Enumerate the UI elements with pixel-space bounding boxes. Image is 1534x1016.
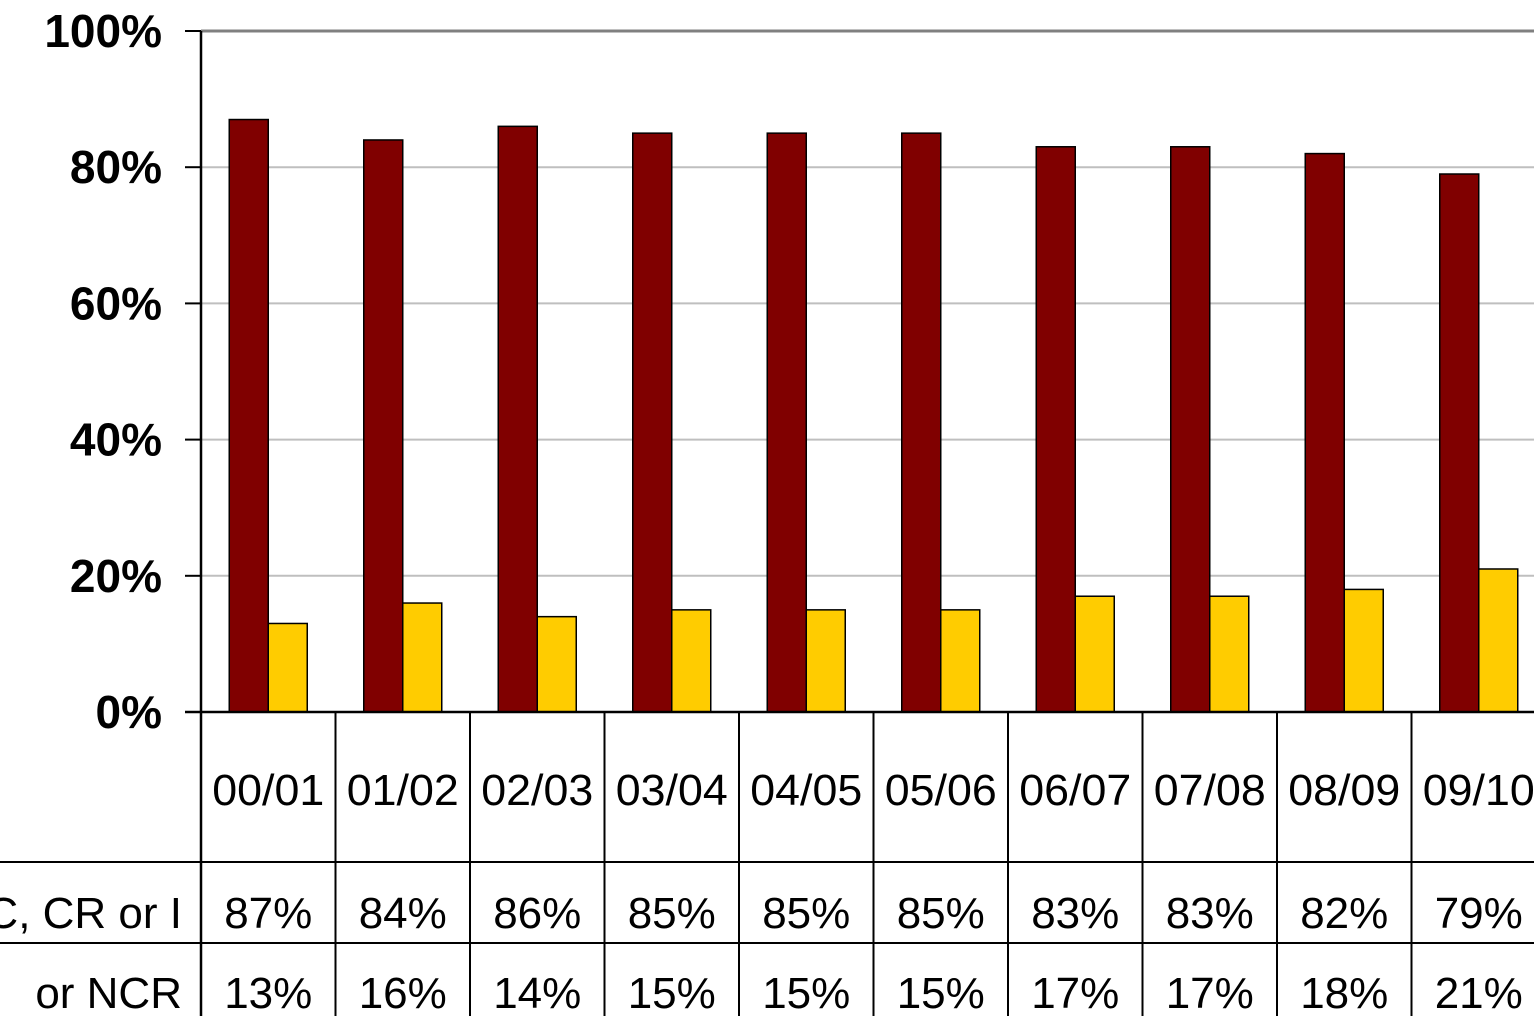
table-value-cell: 21% <box>1435 969 1523 1016</box>
y-tick-label: 20% <box>70 550 162 602</box>
table-value-cell: 79% <box>1435 889 1523 938</box>
table-value-cell: 83% <box>1166 889 1254 938</box>
x-category-label: 05/06 <box>885 766 997 815</box>
table-value-cell: 85% <box>628 889 716 938</box>
x-category-label: 01/02 <box>347 766 459 815</box>
x-category-label: 03/04 <box>616 766 728 815</box>
bar-series1 <box>497 125 538 713</box>
y-tick-label: 100% <box>44 5 162 57</box>
table-value-cell: 17% <box>1166 969 1254 1016</box>
x-category-label: 08/09 <box>1288 766 1400 815</box>
x-category-label: 06/07 <box>1019 766 1131 815</box>
bar-series1 <box>632 132 673 713</box>
bar-series1 <box>363 139 404 713</box>
table-value-cell: 86% <box>493 889 581 938</box>
bar-series2 <box>940 609 981 713</box>
x-category-label: 07/08 <box>1154 766 1266 815</box>
x-category-label: 00/01 <box>212 766 324 815</box>
y-tick-label: 80% <box>70 141 162 193</box>
table-value-cell: 15% <box>762 969 850 1016</box>
table-value-cell: 18% <box>1300 969 1388 1016</box>
data-table: 00/01 01/02 02/03 03/04 04/05 05/06 06/07 07/08… <box>0 712 1534 1016</box>
bar-series2 <box>671 609 712 713</box>
table-row-label: C, CR or I <box>0 889 182 938</box>
table-value-cell: 16% <box>359 969 447 1016</box>
x-category-label: 04/05 <box>750 766 862 815</box>
table-value-cell: 14% <box>493 969 581 1016</box>
table-value-cell: 83% <box>1031 889 1119 938</box>
bar-series2 <box>536 615 577 713</box>
bar-series1 <box>1035 146 1076 713</box>
bar-series2 <box>1343 588 1384 713</box>
bar-series2 <box>402 602 443 713</box>
table-value-cell: 17% <box>1031 969 1119 1016</box>
x-category-label: 09/10 <box>1423 766 1534 815</box>
bar-series2 <box>267 622 308 713</box>
bars <box>228 118 1519 713</box>
x-category-label: 02/03 <box>481 766 593 815</box>
table-value-cell: 84% <box>359 889 447 938</box>
bar-series1 <box>1170 146 1211 713</box>
bar-series1 <box>1304 152 1345 713</box>
table-value-cell: 82% <box>1300 889 1388 938</box>
axes <box>185 30 1534 1016</box>
table-value-cell: 13% <box>224 969 312 1016</box>
y-tick-label: 60% <box>70 277 162 329</box>
bar-series2 <box>1478 568 1519 713</box>
table-value-cell: 87% <box>224 889 312 938</box>
bar-series1 <box>766 132 807 713</box>
table-value-cell: 15% <box>628 969 716 1016</box>
table-value-cell: 85% <box>897 889 985 938</box>
y-tick-label: 40% <box>70 414 162 466</box>
y-tick-labels: 0% 20% 40% 60% 80% 100% <box>44 5 162 738</box>
bar-series2 <box>805 609 846 713</box>
bar-series2 <box>1209 595 1250 713</box>
table-value-cell: 15% <box>897 969 985 1016</box>
bar-series1 <box>228 118 269 713</box>
bar-series2 <box>1074 595 1115 713</box>
bar-series1 <box>1439 173 1480 713</box>
y-tick-label: 0% <box>96 686 162 738</box>
bar-series1 <box>901 132 942 713</box>
table-value-cell: 85% <box>762 889 850 938</box>
table-row-label: or NCR <box>35 969 182 1016</box>
